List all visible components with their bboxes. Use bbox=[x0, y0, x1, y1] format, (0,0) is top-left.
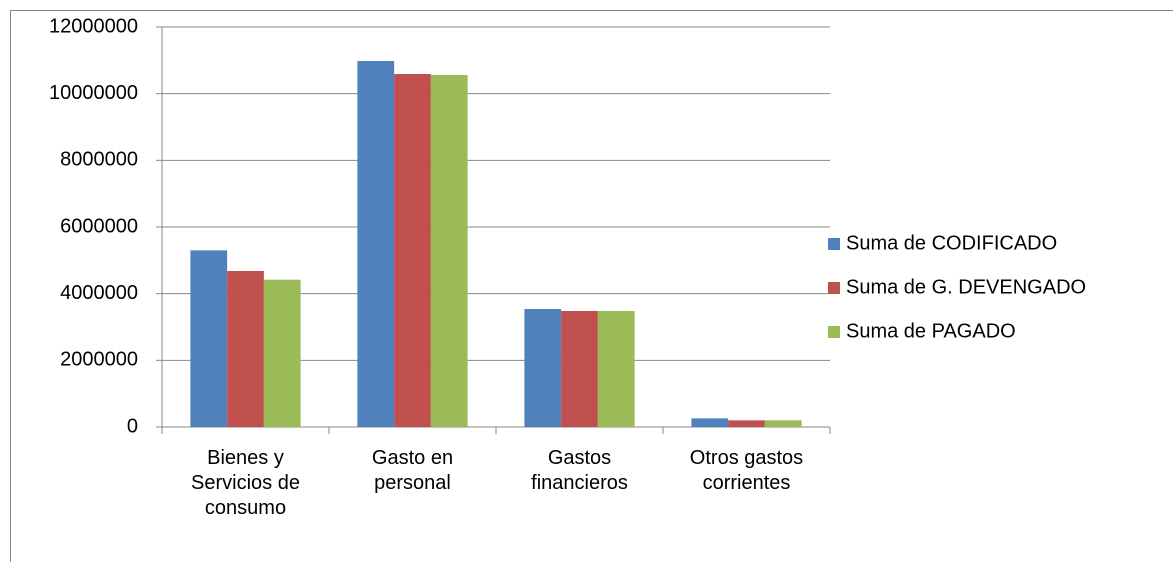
y-tick-label: 4000000 bbox=[60, 282, 138, 304]
y-tick-label: 0 bbox=[127, 415, 138, 437]
x-tick-label: Gastos financieros bbox=[531, 447, 628, 494]
bar bbox=[430, 75, 468, 427]
bar bbox=[190, 250, 228, 427]
y-tick-label: 10000000 bbox=[49, 82, 138, 104]
y-tick-label: 12000000 bbox=[49, 15, 138, 37]
legend-label: Suma de G. DEVENGADO bbox=[846, 276, 1086, 298]
bar bbox=[691, 418, 729, 427]
legend-swatch bbox=[828, 282, 840, 294]
x-tick-label: Otros gastos corrientes bbox=[690, 447, 803, 494]
bar bbox=[524, 309, 562, 427]
legend-label: Suma de PAGADO bbox=[846, 320, 1016, 342]
legend-swatch bbox=[828, 326, 840, 338]
bar bbox=[764, 420, 802, 427]
y-tick-label: 2000000 bbox=[60, 349, 138, 371]
legend-swatch bbox=[828, 238, 840, 250]
bar bbox=[263, 279, 301, 427]
legend-label: Suma de CODIFICADO bbox=[846, 232, 1057, 254]
bar bbox=[597, 311, 635, 427]
x-tick-label: Bienes y Servicios de consumo bbox=[191, 447, 300, 519]
chart-border bbox=[10, 10, 1173, 562]
bar bbox=[227, 271, 264, 427]
bar bbox=[394, 74, 431, 427]
x-tick-label: Gasto en personal bbox=[372, 447, 453, 494]
bar bbox=[728, 420, 765, 427]
bar bbox=[357, 61, 395, 427]
y-tick-label: 6000000 bbox=[60, 215, 138, 237]
y-tick-label: 8000000 bbox=[60, 149, 138, 171]
bar bbox=[561, 311, 598, 427]
